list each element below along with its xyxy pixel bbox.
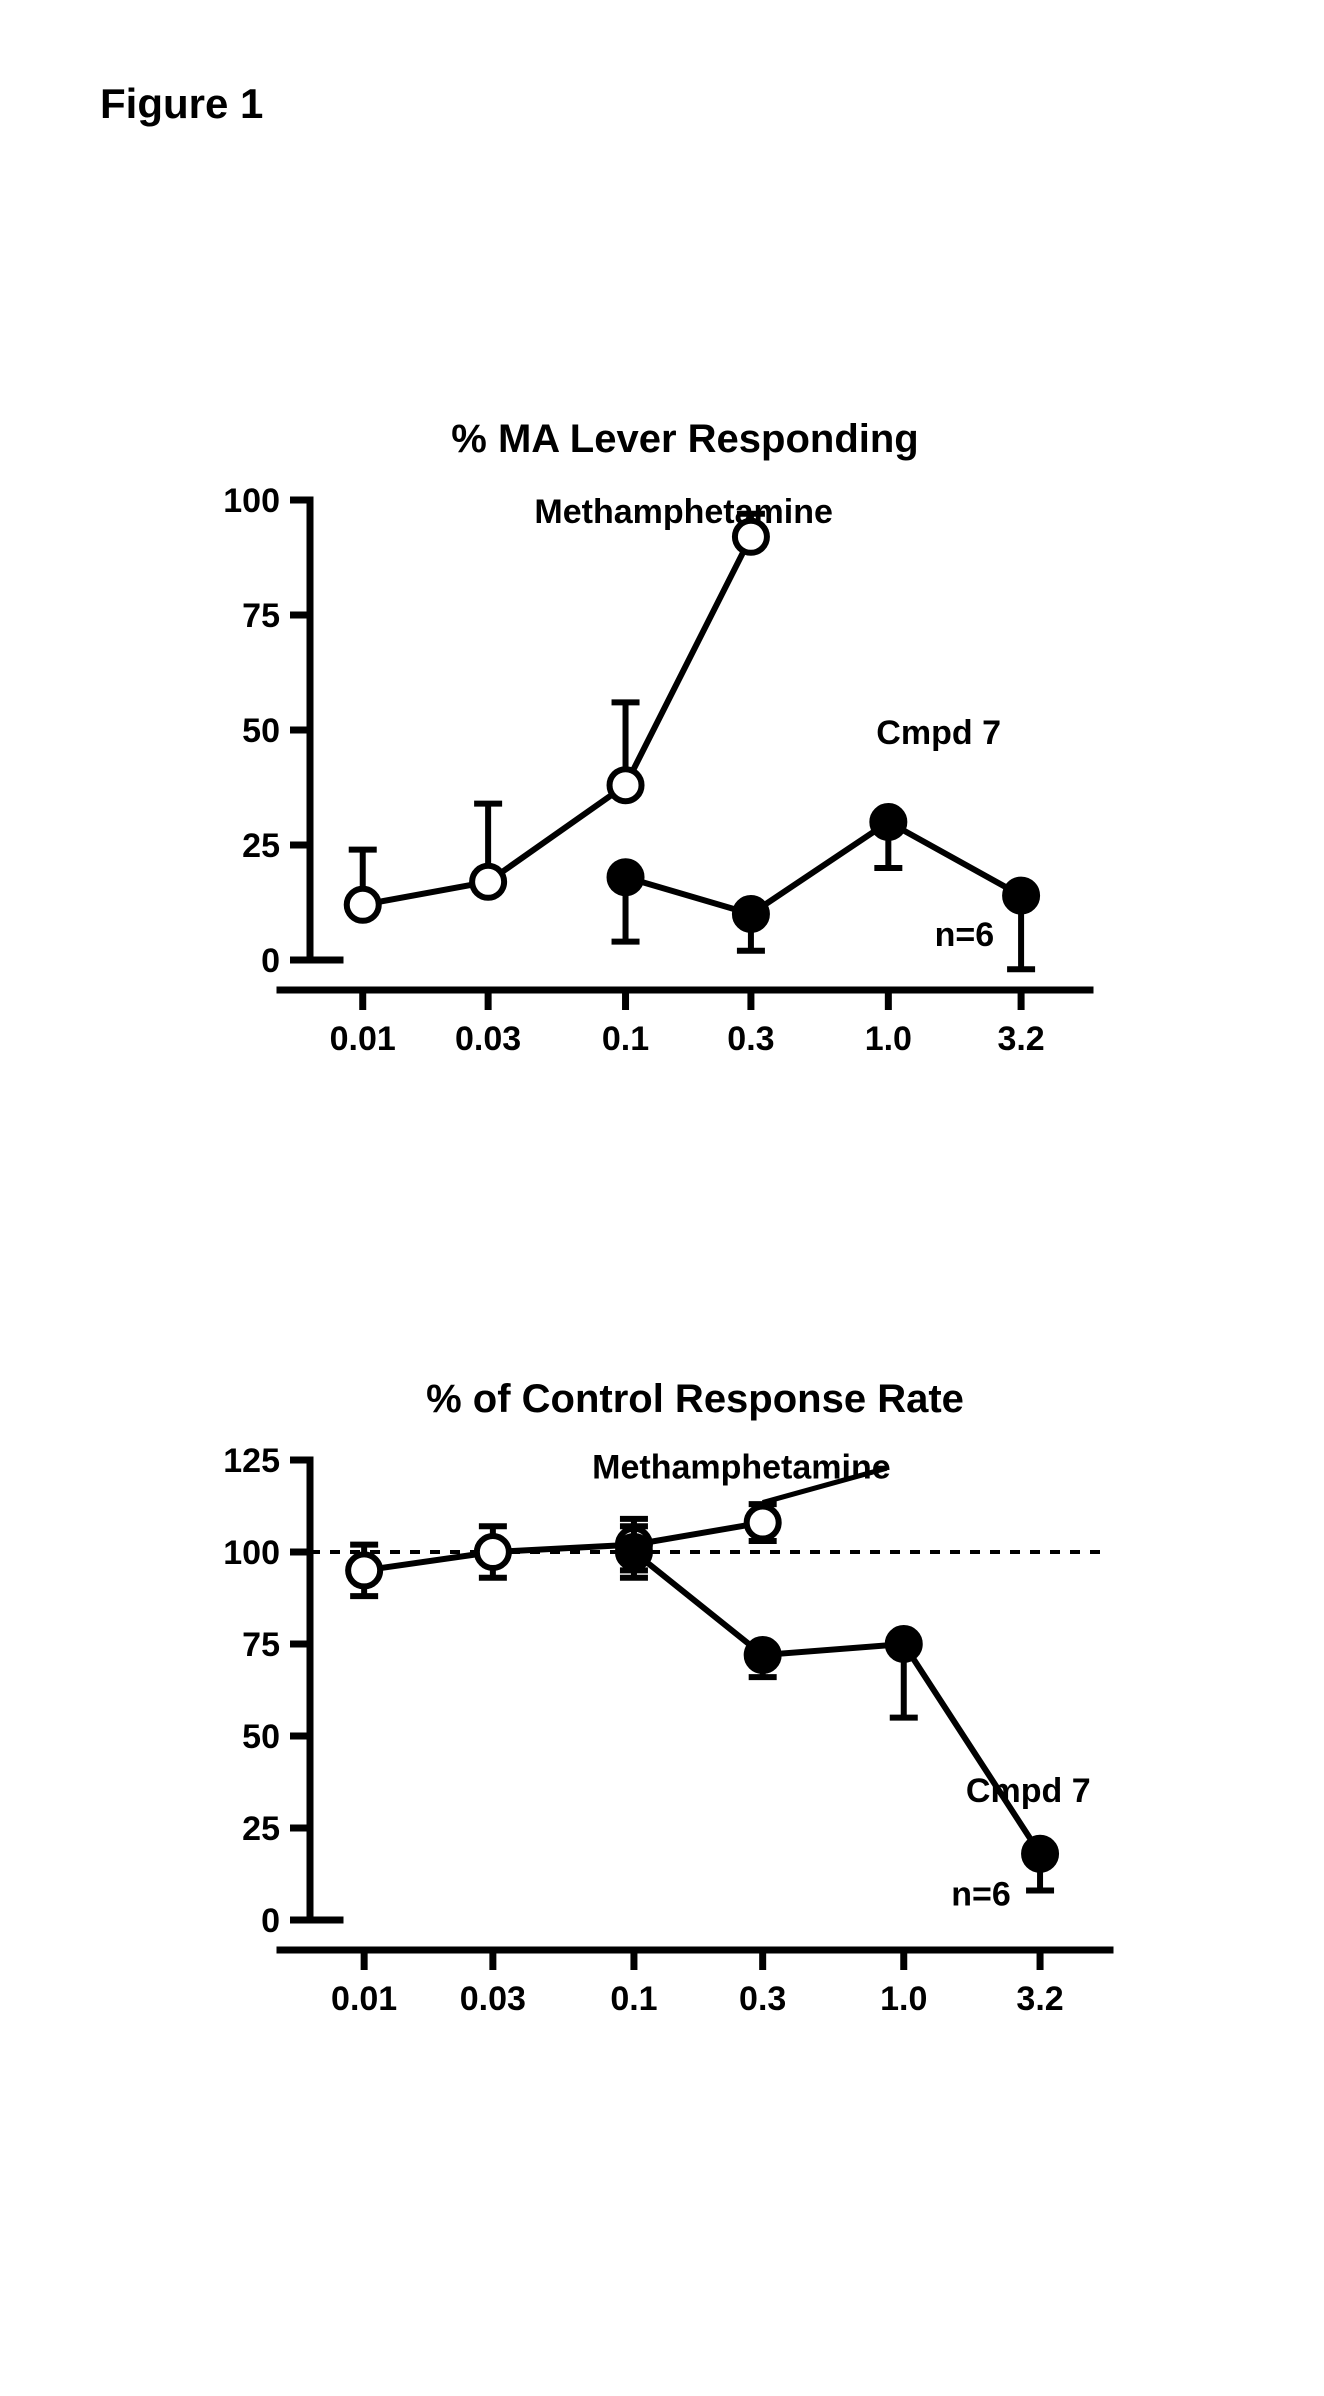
series-label: Methamphetamine bbox=[534, 493, 833, 531]
y-tick-label: 0 bbox=[261, 1902, 280, 1940]
figure-caption: Figure 1 bbox=[100, 80, 263, 128]
x-tick-label: 1.0 bbox=[865, 1020, 912, 1058]
data-marker bbox=[347, 889, 379, 921]
x-tick-label: 0.01 bbox=[330, 1020, 396, 1058]
series-line-methamphetamine bbox=[363, 537, 751, 905]
chart-bottom: % of Control Response Rate 0 25 50 75 100 125 0… bbox=[180, 1350, 1140, 2070]
data-marker bbox=[610, 861, 642, 893]
x-tick-label: 0.03 bbox=[460, 1980, 526, 2018]
series-label: Cmpd 7 bbox=[876, 714, 1001, 752]
data-marker bbox=[618, 1536, 650, 1568]
y-tick-label: 50 bbox=[242, 1718, 280, 1756]
y-tick-label: 100 bbox=[223, 1534, 280, 1572]
series-label: Cmpd 7 bbox=[966, 1772, 1091, 1810]
y-tick-label: 75 bbox=[242, 1626, 280, 1664]
y-tick-label: 75 bbox=[242, 597, 280, 635]
data-marker bbox=[747, 1507, 779, 1539]
x-tick-label: 0.1 bbox=[602, 1020, 649, 1058]
series-line-methamphetamine bbox=[364, 1523, 763, 1571]
x-tick-label: 3.2 bbox=[997, 1020, 1044, 1058]
data-marker bbox=[472, 866, 504, 898]
chart-svg: % of Control Response Rate 0 25 50 75 100 125 0… bbox=[180, 1350, 1140, 2070]
data-marker bbox=[1024, 1838, 1056, 1870]
series-line-cmpd-7 bbox=[626, 822, 1022, 914]
data-marker bbox=[747, 1639, 779, 1671]
x-tick-label: 0.3 bbox=[727, 1020, 774, 1058]
x-tick-label: 0.01 bbox=[331, 1980, 397, 2018]
chart-top: % MA Lever Responding 0 25 50 75 100 0.01 0.03 0… bbox=[180, 390, 1140, 1110]
y-tick-label: 50 bbox=[242, 712, 280, 750]
page: Figure 1 % MA Lever Responding 0 25 50 75 100… bbox=[0, 0, 1324, 2396]
x-tick-label: 0.3 bbox=[739, 1980, 786, 2018]
n-label: n=6 bbox=[935, 916, 995, 954]
x-tick-label: 3.2 bbox=[1016, 1980, 1063, 2018]
y-tick-label: 125 bbox=[223, 1442, 280, 1480]
n-label: n=6 bbox=[951, 1875, 1011, 1913]
x-tick-label: 0.1 bbox=[610, 1980, 657, 2018]
y-tick-label: 25 bbox=[242, 827, 280, 865]
data-marker bbox=[872, 806, 904, 838]
data-marker bbox=[348, 1554, 380, 1586]
data-marker bbox=[735, 898, 767, 930]
y-tick-label: 25 bbox=[242, 1810, 280, 1848]
data-marker bbox=[610, 769, 642, 801]
chart-title: % MA Lever Responding bbox=[451, 417, 918, 461]
chart-title: % of Control Response Rate bbox=[426, 1377, 964, 1421]
x-tick-label: 0.03 bbox=[455, 1020, 521, 1058]
data-marker bbox=[1005, 880, 1037, 912]
y-tick-label: 100 bbox=[223, 482, 280, 520]
data-marker bbox=[888, 1628, 920, 1660]
x-tick-label: 1.0 bbox=[880, 1980, 927, 2018]
y-tick-label: 0 bbox=[261, 942, 280, 980]
data-marker bbox=[477, 1536, 509, 1568]
chart-svg: % MA Lever Responding 0 25 50 75 100 0.01 0.03 0… bbox=[180, 390, 1140, 1110]
